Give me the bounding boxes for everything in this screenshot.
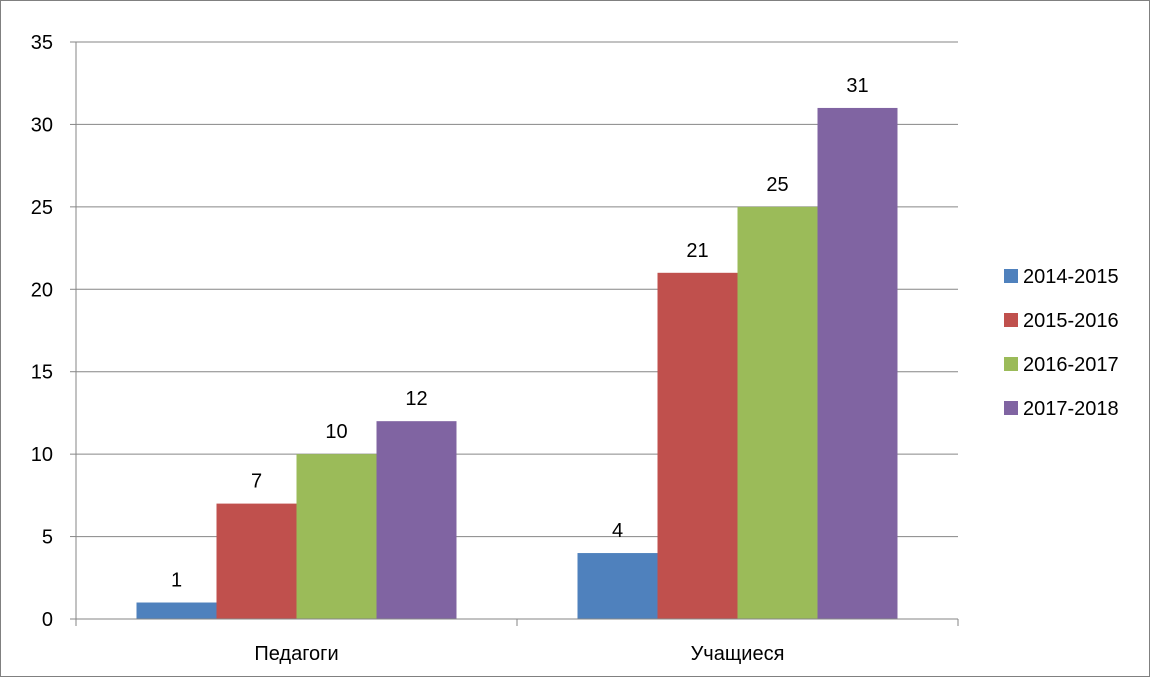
bar [376,421,457,619]
data-label: 4 [612,520,623,542]
legend-swatch [1004,357,1018,371]
bar [136,602,217,619]
legend: 2014-2015 2015-2016 2016-2017 2017-2018 [1004,266,1119,420]
legend-swatch [1004,269,1018,283]
data-label: 12 [405,388,427,410]
data-label: 10 [325,421,347,443]
legend-label: 2016-2017 [1023,354,1119,376]
data-label: 1 [171,570,182,592]
data-label: 21 [686,240,708,262]
bars [136,107,898,619]
y-tick-label: 35 [31,32,53,54]
labels: 0 5 10 15 20 25 30 35 1 7 10 12 Педагоги 4 21 25 31 Учащи… [31,32,869,665]
legend-label: 2015-2016 [1023,310,1119,332]
data-label: 25 [766,174,788,196]
y-tick-label: 10 [31,444,53,466]
bar [817,107,898,619]
y-tick-label: 25 [31,197,53,219]
gridlines [76,41,958,538]
y-tick-label: 15 [31,362,53,384]
bar [657,272,738,619]
legend-swatch [1004,401,1018,415]
data-label: 31 [846,75,868,97]
legend-label: 2017-2018 [1023,398,1119,420]
bar [296,454,377,619]
category-label: Учащиеся [691,643,785,665]
y-tick-label: 0 [42,609,53,631]
category-label: Педагоги [254,643,338,665]
bar [216,503,297,619]
y-tick-label: 30 [31,114,53,136]
legend-swatch [1004,313,1018,327]
bar [577,553,658,619]
legend-label: 2014-2015 [1023,266,1119,288]
data-label: 7 [251,471,262,493]
y-tick-label: 20 [31,279,53,301]
bar [737,206,818,619]
y-tick-label: 5 [42,527,53,549]
axes [70,41,959,626]
